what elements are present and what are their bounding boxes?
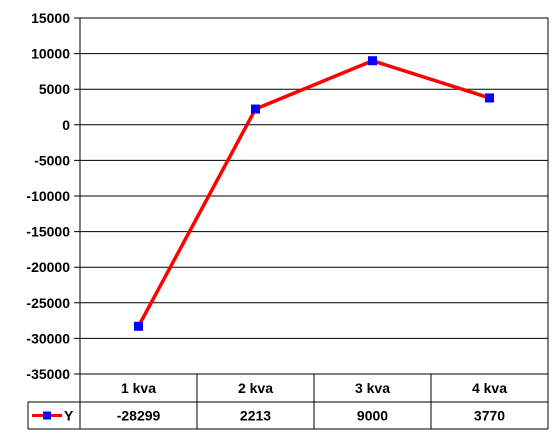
- data-table-value: 9000: [357, 408, 388, 424]
- y-axis-tick-labels: 15000 10000 5000 0 -5000 -10000 -15000 -20000 -2…: [26, 10, 70, 382]
- y-tick-label: 10000: [31, 46, 70, 62]
- series-line: [136, 58, 491, 328]
- y-tick-label: 15000: [31, 10, 70, 26]
- data-point-marker: [368, 56, 377, 66]
- x-category-label: 1 kva: [121, 380, 156, 396]
- data-table-value: 2213: [240, 408, 271, 424]
- data-table: 1 kva -28299 2 kva 2213 3 kva 9000 4 kva 3770 Y: [27, 374, 549, 430]
- gridlines: [74, 17, 549, 375]
- y-tick-label: -25000: [26, 295, 70, 311]
- y-tick-label: -10000: [26, 188, 70, 204]
- y-tick-label: -15000: [26, 224, 70, 240]
- data-point-marker: [134, 321, 143, 331]
- data-point-marker: [485, 93, 494, 103]
- y-tick-label: -35000: [26, 366, 70, 382]
- data-table-value: -28299: [117, 408, 161, 424]
- y-tick-label: -20000: [26, 259, 70, 275]
- x-category-label: 4 kva: [472, 380, 507, 396]
- y-tick-label: -5000: [34, 152, 70, 168]
- x-category-label: 3 kva: [355, 380, 390, 396]
- data-point-marker: [251, 104, 260, 114]
- y-tick-label: 0: [62, 117, 70, 133]
- data-table-value: 3770: [474, 408, 505, 424]
- y-tick-label: 5000: [39, 81, 70, 97]
- legend-marker-swatch: [43, 411, 51, 420]
- x-category-label: 2 kva: [238, 380, 273, 396]
- legend-series-name: Y: [64, 408, 74, 424]
- series-y: [134, 56, 494, 331]
- y-tick-label: -30000: [26, 330, 70, 346]
